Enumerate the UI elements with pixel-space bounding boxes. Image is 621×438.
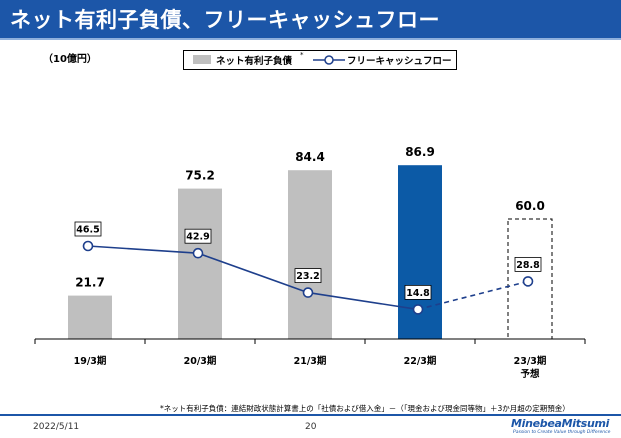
page-number: 20 <box>305 422 317 432</box>
fcf-value-label: 42.9 <box>186 232 209 243</box>
fcf-point <box>522 276 534 287</box>
bar <box>288 170 332 339</box>
fcf-line-segment <box>197 252 309 294</box>
bar-value-label: 84.4 <box>295 150 325 164</box>
fcf-value-label: 28.8 <box>516 260 540 271</box>
footer-line <box>0 414 621 416</box>
fcf-point <box>192 247 204 259</box>
legend-line-label: フリーキャッシュフロー <box>347 56 452 67</box>
page-title: ネット有利子負債、フリーキャッシュフロー <box>10 8 440 32</box>
chart-plot: 21.7 75.2 84.4 86.9 60.0 19/3期 20/3期 21/3期 22/3期… <box>34 145 586 380</box>
x-tick-label: 20/3期 <box>184 355 217 367</box>
fcf-label-box <box>514 256 542 272</box>
fcf-point <box>302 287 314 298</box>
fcf-value-label: 23.2 <box>296 271 319 282</box>
bar-value-label: 21.7 <box>75 276 105 290</box>
fcf-line-segment-forecast <box>417 280 529 311</box>
fcf-label-box <box>184 228 212 244</box>
logo-tagline: Passion to Create Value through Differen… <box>513 430 611 435</box>
bar-value-label: 86.9 <box>405 145 435 159</box>
unit-label: （10億円） <box>43 54 97 65</box>
fcf-label-box <box>404 284 432 300</box>
x-tick-label: 22/3期 <box>404 355 437 367</box>
bar <box>178 188 222 339</box>
fcf-value-label: 14.8 <box>406 288 430 299</box>
fcf-line-segment <box>307 291 419 311</box>
x-tick-label: 21/3期 <box>294 355 327 367</box>
footnote: *ネット有利子負債：連結財政状態計算書上の「社債および借入金」－（「現金および現… <box>160 404 570 413</box>
fcf-point <box>82 240 94 252</box>
x-tick-label: 23/3期 <box>514 355 547 367</box>
fcf-value-label: 46.5 <box>76 225 99 236</box>
footer-date: 2022/5/11 <box>33 422 80 432</box>
fcf-label-box <box>294 268 322 284</box>
company-logo: MinebeaMitsumi Passion to Create Value t… <box>511 417 617 437</box>
fcf-label-box <box>74 221 102 237</box>
title-bar: ネット有利子負債、フリーキャッシュフロー <box>0 0 621 38</box>
bar <box>68 295 112 339</box>
logo-name: MinebeaMitsumi <box>511 417 610 430</box>
legend-line-swatch <box>313 55 345 65</box>
legend-bar-label: ネット有利子負債 <box>216 56 293 67</box>
fcf-point <box>412 304 424 315</box>
legend-bar-swatch <box>193 55 211 64</box>
bar-value-label: 75.2 <box>185 169 215 183</box>
x-tick-sublabel: 予想 <box>520 368 540 380</box>
title-underline <box>0 38 621 40</box>
x-tick-label: 19/3期 <box>74 355 107 367</box>
chart-legend: ネット有利子負債 * フリーキャッシュフロー <box>183 50 457 70</box>
fcf-line-segment <box>87 245 199 254</box>
legend-asterisk: * <box>300 51 304 59</box>
bar-value-label: 60.0 <box>515 199 545 213</box>
